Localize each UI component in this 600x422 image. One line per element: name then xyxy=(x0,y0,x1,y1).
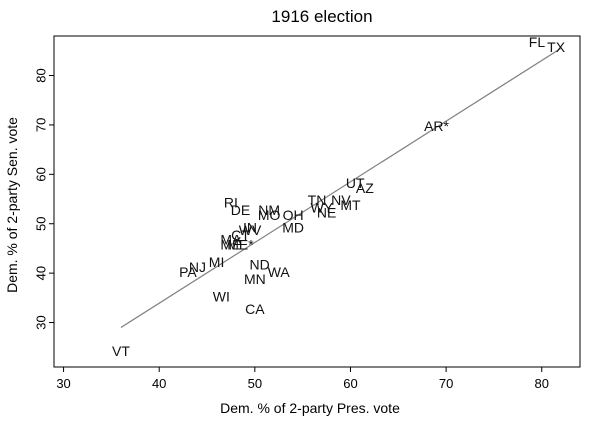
point-label-wv: WV xyxy=(239,222,262,238)
y-tick-label: 40 xyxy=(33,266,48,280)
point-label-nj: NJ xyxy=(189,259,206,275)
x-axis-label: Dem. % of 2-party Pres. vote xyxy=(220,400,400,416)
x-tick-label: 60 xyxy=(343,376,357,391)
y-tick-label: 80 xyxy=(33,68,48,82)
point-label-wy: WY xyxy=(311,200,334,216)
point-label-mi: MI xyxy=(209,254,225,270)
plot-frame xyxy=(53,35,581,368)
point-label-ar-star: AR* xyxy=(424,118,449,134)
point-label-vt: VT xyxy=(112,343,130,359)
point-label-nm: NM xyxy=(258,202,280,218)
point-label-ca: CA xyxy=(245,301,265,317)
point-label-ri: RI xyxy=(224,195,238,211)
x-tick-label: 50 xyxy=(248,376,262,391)
x-tick-label: 80 xyxy=(535,376,549,391)
x-tick-label: 30 xyxy=(56,376,70,391)
point-label-oh: OH xyxy=(283,207,304,223)
point-label-ne: NE xyxy=(317,205,336,221)
y-axis: 30 40 50 60 70 80 xyxy=(33,68,54,330)
point-label-ut: UT xyxy=(346,175,365,191)
point-label-nd: ND xyxy=(250,256,270,272)
point-label-wa: WA xyxy=(268,264,291,280)
point-label-az: AZ xyxy=(356,180,374,196)
point-label-in: IN xyxy=(243,219,257,235)
point-label-mo: MO xyxy=(258,207,281,223)
point-label-mn: MN xyxy=(244,271,266,287)
point-label-fl: FL xyxy=(529,34,546,50)
point-label-tn: TN xyxy=(308,192,327,208)
point-label-nv: NV xyxy=(331,192,351,208)
point-label-ma: MA xyxy=(220,232,242,248)
point-label-mt: MT xyxy=(340,197,361,213)
point-label-pa: PA xyxy=(179,264,197,280)
y-tick-label: 70 xyxy=(33,118,48,132)
chart-title: 1916 election xyxy=(271,7,372,26)
x-tick-label: 40 xyxy=(152,376,166,391)
point-label-me-star: ME* xyxy=(227,237,254,253)
y-axis-label: Dem. % of 2-party Sen. vote xyxy=(4,117,20,293)
point-label-de: DE xyxy=(231,202,250,218)
fit-line xyxy=(120,47,562,328)
x-axis: 30 40 50 60 70 80 xyxy=(56,367,549,391)
y-tick-label: 50 xyxy=(33,216,48,230)
x-tick-label: 70 xyxy=(439,376,453,391)
y-tick-label: 60 xyxy=(33,167,48,181)
point-label-wi: WI xyxy=(213,289,230,305)
point-label-md: MD xyxy=(282,219,304,235)
y-tick-label: 30 xyxy=(33,315,48,329)
point-label-ct: CT xyxy=(231,227,250,243)
point-label-me: ME xyxy=(220,237,241,253)
point-label-tx: TX xyxy=(547,39,566,55)
